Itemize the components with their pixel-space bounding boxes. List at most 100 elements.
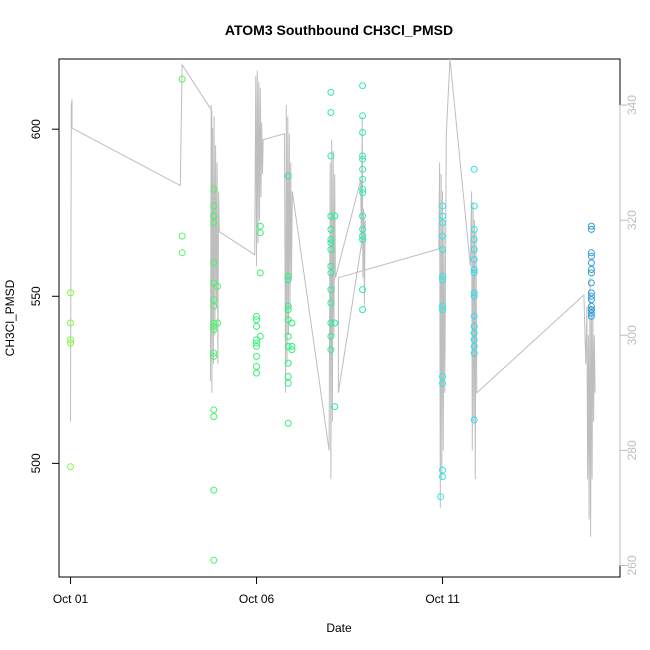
data-point — [587, 309, 595, 317]
data-point — [327, 332, 335, 340]
data-point — [359, 189, 367, 197]
data-point — [359, 236, 367, 243]
data-point — [256, 269, 264, 277]
data-point — [327, 88, 335, 96]
data-point — [327, 262, 335, 270]
data-point — [210, 486, 218, 494]
data-point — [470, 236, 478, 243]
data-point — [470, 289, 478, 297]
data-point — [359, 112, 367, 120]
series-line-group — [70, 58, 596, 537]
data-point — [253, 322, 260, 330]
data-point — [210, 259, 218, 267]
data-point — [331, 319, 339, 327]
data-point — [359, 129, 367, 136]
data-point — [470, 312, 478, 320]
data-point — [284, 302, 292, 310]
data-point — [437, 493, 445, 501]
data-point — [253, 342, 260, 350]
data-point — [210, 349, 218, 357]
data-point — [439, 373, 446, 380]
data-point — [470, 349, 478, 357]
data-point — [470, 336, 478, 344]
data-point — [587, 225, 595, 233]
data-point — [439, 276, 446, 284]
y-tick-label-right: 260 — [625, 555, 639, 575]
data-point — [470, 322, 478, 330]
series-points-group — [67, 75, 595, 564]
data-point — [439, 202, 446, 210]
data-point — [439, 379, 446, 387]
data-point — [439, 212, 446, 220]
data-point — [470, 269, 478, 277]
data-point — [327, 269, 335, 277]
data-point — [439, 219, 446, 227]
data-point — [253, 369, 260, 377]
x-tick-label: Oct 11 — [425, 592, 460, 606]
data-point — [67, 463, 74, 471]
data-point — [288, 319, 296, 327]
data-point — [587, 296, 595, 304]
data-point — [359, 82, 367, 90]
data-point — [178, 249, 186, 257]
y-tick-label-left: 600 — [29, 119, 43, 139]
data-point — [210, 406, 218, 414]
y-tick-label-right: 340 — [625, 95, 639, 115]
data-point — [327, 346, 335, 354]
data-point — [210, 219, 218, 227]
data-point — [210, 202, 218, 210]
data-point — [470, 256, 478, 263]
data-point — [587, 289, 595, 297]
data-point — [470, 416, 478, 424]
data-point — [253, 339, 260, 347]
data-point — [587, 249, 595, 257]
data-point — [470, 266, 478, 273]
data-point — [284, 272, 292, 280]
data-point — [470, 329, 478, 337]
data-point — [587, 279, 595, 287]
data-point — [327, 109, 335, 116]
plot-frame — [58, 58, 621, 578]
data-point — [178, 232, 186, 240]
data-point — [587, 292, 595, 300]
data-point — [470, 342, 478, 350]
data-point — [331, 212, 339, 220]
data-point — [284, 332, 292, 340]
data-point — [210, 185, 218, 193]
data-point — [284, 276, 292, 284]
data-point — [587, 252, 595, 260]
data-point — [359, 185, 367, 193]
data-point — [359, 306, 367, 314]
data-point — [359, 225, 367, 233]
data-point — [327, 246, 335, 253]
data-point — [331, 403, 339, 411]
data-point — [587, 269, 595, 277]
data-point — [587, 302, 595, 310]
data-point — [67, 339, 74, 347]
data-point — [327, 239, 335, 247]
data-point — [327, 319, 335, 327]
data-point — [284, 172, 292, 180]
x-tick-label: Oct 01 — [53, 592, 89, 606]
data-point — [439, 272, 446, 280]
data-point — [470, 246, 478, 253]
data-point — [256, 332, 264, 340]
data-point — [439, 473, 446, 481]
data-point — [67, 319, 74, 327]
data-point — [210, 212, 218, 220]
data-point — [470, 225, 478, 233]
y-tick-label-left: 500 — [29, 453, 43, 473]
data-point — [284, 373, 292, 380]
y-tick-label-right: 300 — [625, 325, 639, 345]
y-axis-right: 260 280 300 320 340 — [619, 95, 639, 576]
data-point — [470, 292, 478, 300]
data-point — [210, 319, 218, 327]
data-point — [253, 312, 260, 320]
data-point — [210, 556, 218, 564]
data-point — [67, 336, 74, 344]
data-point — [587, 312, 595, 320]
data-point — [284, 379, 292, 387]
data-point — [210, 413, 218, 421]
data-point — [587, 259, 595, 267]
